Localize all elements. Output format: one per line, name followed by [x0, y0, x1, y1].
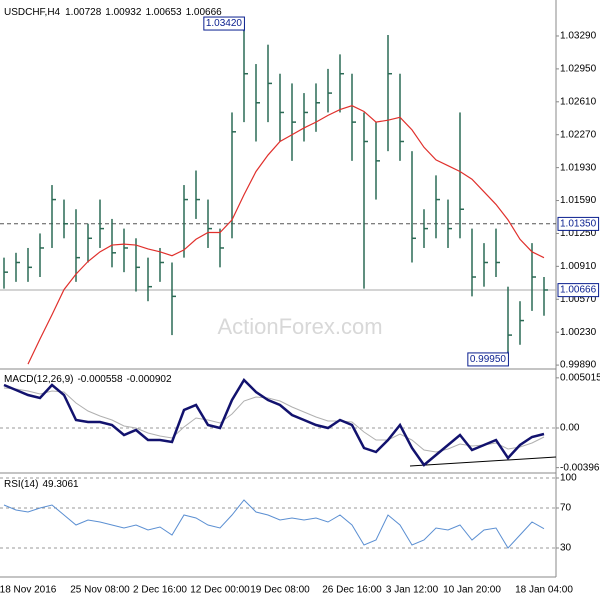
- y-tick-label: 1.01250: [560, 228, 597, 239]
- y-tick-label: 0.99890: [560, 360, 597, 371]
- y-tick-label: 1.00230: [560, 327, 597, 338]
- moving-average: [27, 105, 545, 365]
- y-tick-label: -0.003963: [560, 462, 600, 473]
- y-tick-label: 1.00910: [560, 261, 597, 272]
- level-label-box: [557, 216, 600, 231]
- quote: -0.000902: [127, 374, 172, 385]
- quote: 1.00932: [105, 7, 142, 18]
- x-tick-label: 18 Nov 2016: [0, 585, 57, 596]
- x-tick-label: 26 Dec 16:00: [322, 585, 382, 596]
- rsi-line: [3, 499, 545, 549]
- rsi-header: RSI(14) 49.3061: [4, 479, 79, 490]
- macd-header: MACD(12,26,9) -0.000558 -0.000902: [4, 374, 172, 385]
- quote: 1.00666: [186, 7, 223, 18]
- x-tick-label: 10 Jan 20:00: [443, 585, 501, 596]
- macd-line: [3, 377, 545, 467]
- y-tick-label: 1.00570: [560, 294, 597, 305]
- title: RSI(14): [4, 479, 38, 490]
- level-label: 1.01350: [560, 218, 597, 229]
- trend-line: [409, 456, 557, 467]
- watermark: ActionForex.com: [217, 314, 382, 339]
- signal-line: [3, 387, 545, 453]
- y-tick-label: 1.01590: [560, 195, 597, 206]
- title: MACD(12,26,9): [4, 374, 73, 385]
- y-tick-label: 0.00: [560, 423, 580, 434]
- y-tick-label: 30: [560, 543, 572, 554]
- annotation-label: 1.03420: [206, 18, 243, 29]
- x-tick-label: 25 Nov 08:00: [70, 585, 130, 596]
- x-tick-label: 18 Jan 04:00: [515, 585, 573, 596]
- quote: 1.00728: [65, 7, 102, 18]
- quote: 49.3061: [42, 479, 79, 490]
- annotation-label: 0.99950: [470, 354, 507, 365]
- y-tick-label: 1.01930: [560, 162, 597, 173]
- annotation-label-box: [203, 16, 245, 31]
- x-tick-label: 3 Jan 12:00: [386, 585, 439, 596]
- title: USDCHF,H4: [4, 7, 61, 18]
- annotation-label-box: [467, 352, 509, 367]
- y-tick-label: 1.03290: [560, 31, 597, 42]
- quote: 1.00653: [145, 7, 182, 18]
- y-tick-label: 0.005015: [560, 372, 600, 383]
- y-tick-label: 1.02610: [560, 96, 597, 107]
- last-price-label: 1.00666: [560, 285, 597, 296]
- x-tick-label: 12 Dec 00:00: [190, 585, 250, 596]
- x-tick-label: 19 Dec 08:00: [250, 585, 310, 596]
- last-price-label-box: [557, 283, 600, 298]
- y-tick-label: 1.02270: [560, 129, 597, 140]
- quote: -0.000558: [77, 374, 122, 385]
- y-tick-label: 1.02950: [560, 64, 597, 75]
- y-tick-label: 70: [560, 503, 572, 514]
- x-tick-label: 2 Dec 16:00: [133, 585, 187, 596]
- y-tick-label: 100: [560, 473, 577, 484]
- price-header: USDCHF,H4 1.00728 1.00932 1.00653 1.00666: [4, 7, 222, 18]
